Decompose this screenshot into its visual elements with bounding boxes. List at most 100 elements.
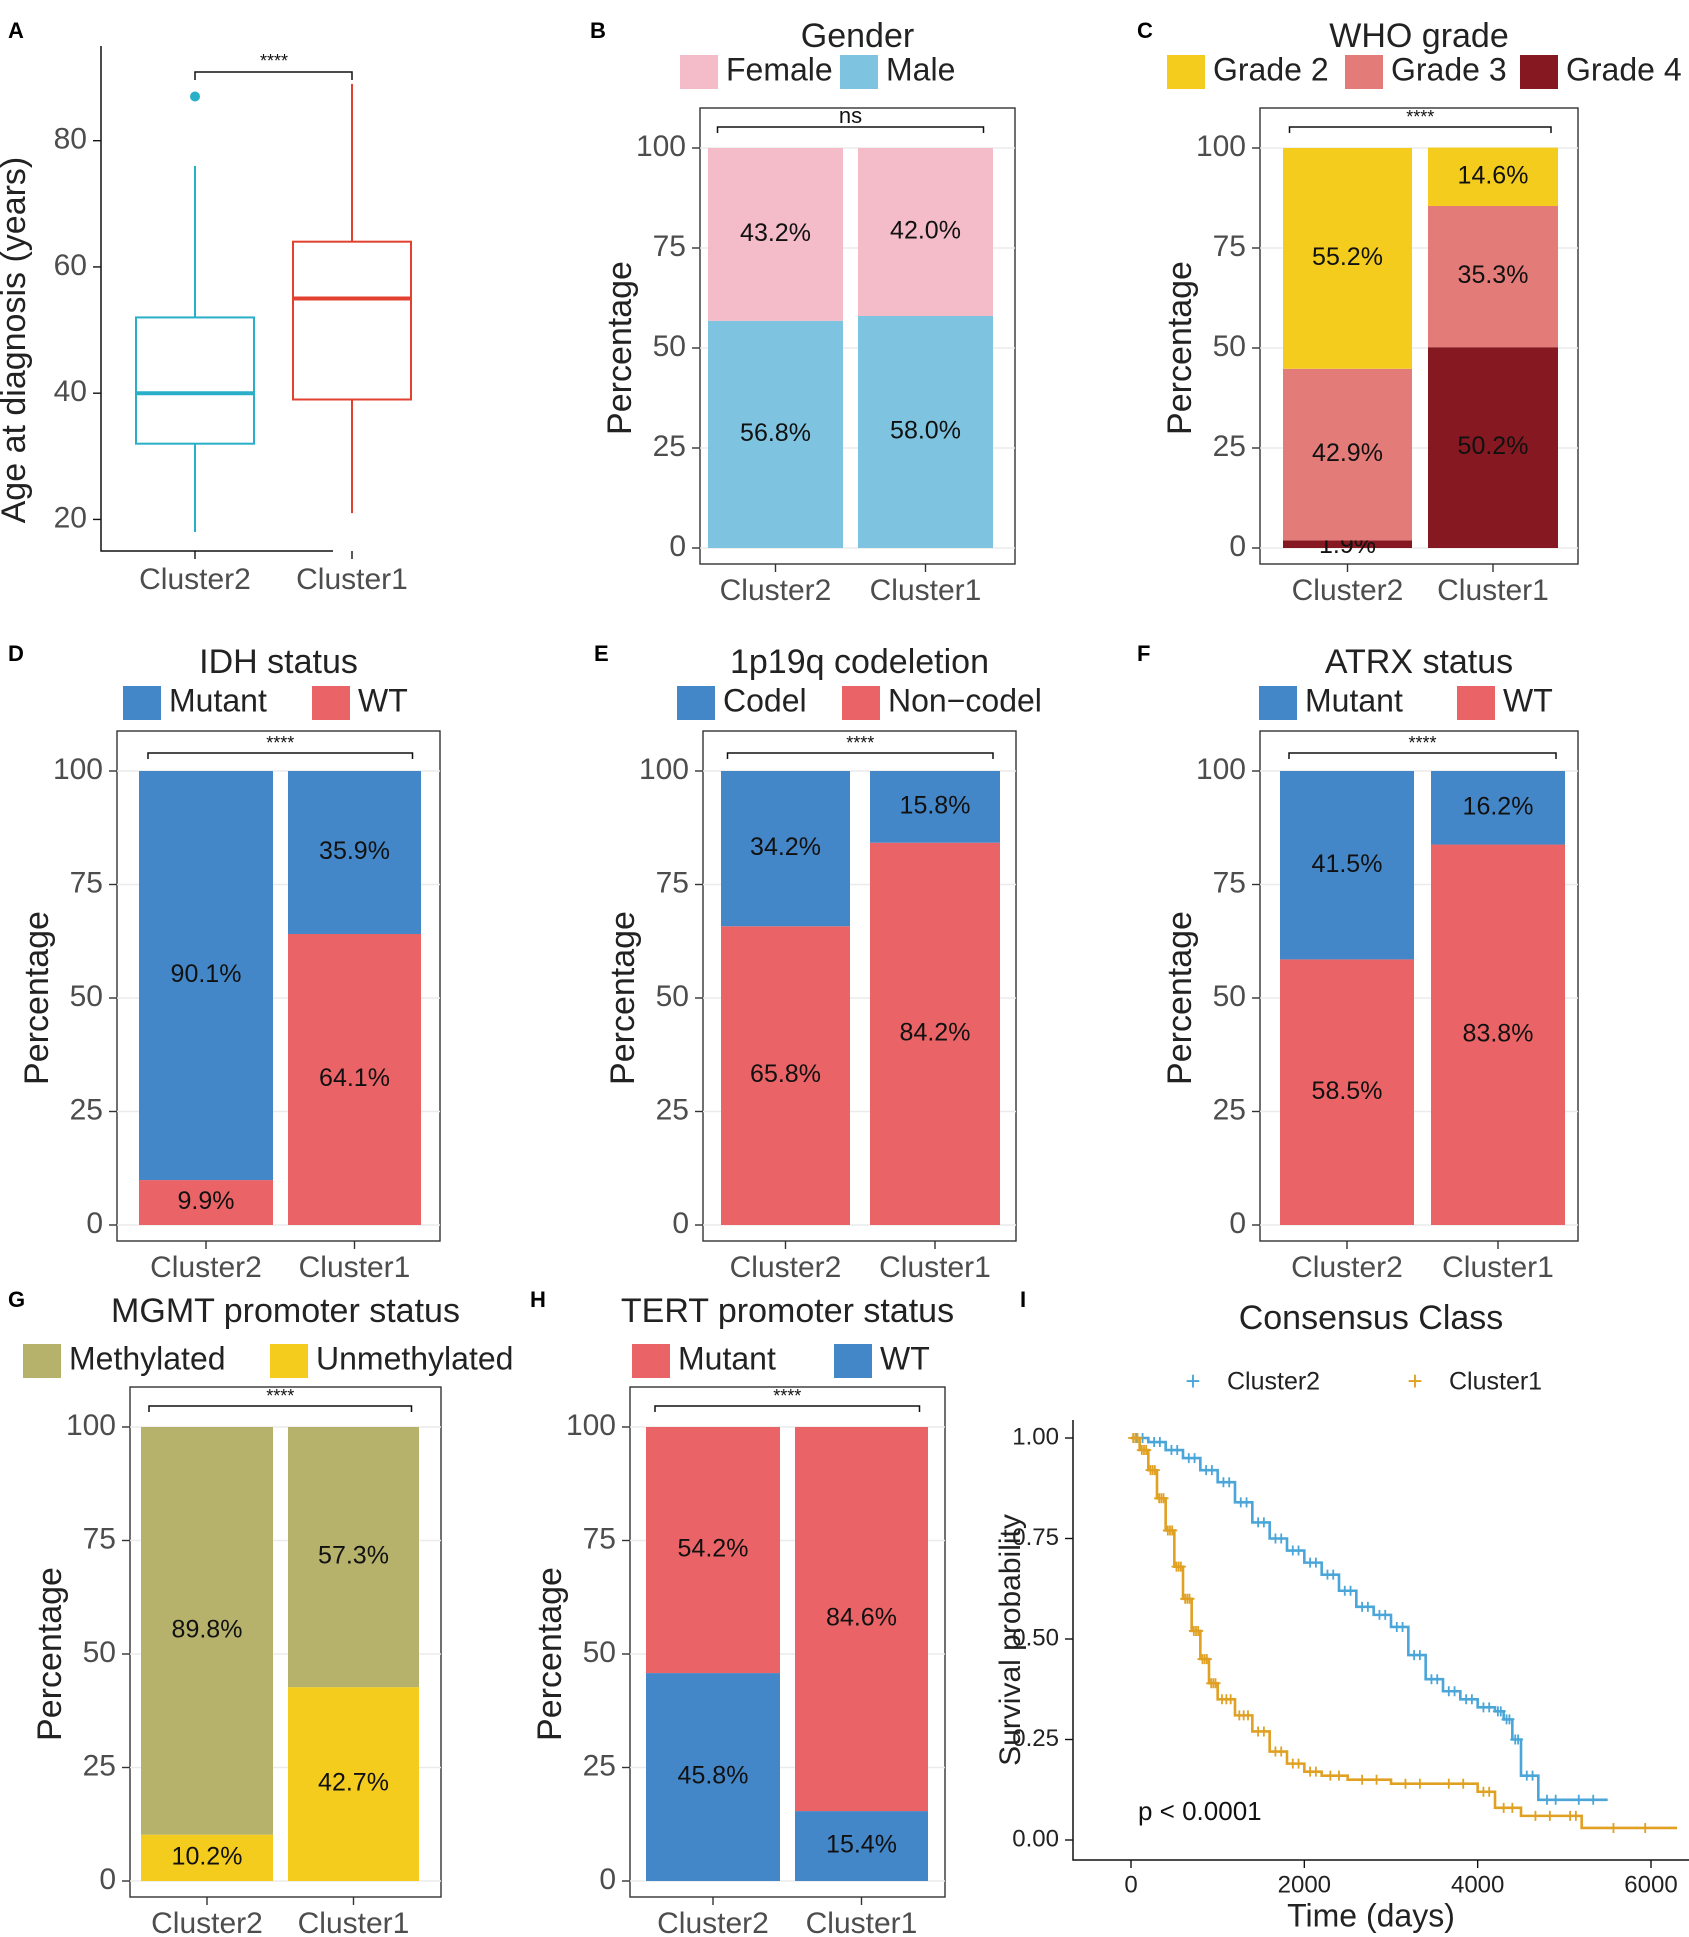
data-label: 16.2% [1463,792,1534,820]
x-tick-label: 2000 [1278,1871,1331,1898]
censor-mark [1224,1477,1235,1488]
y-tick-label: 25 [1213,430,1246,463]
legend-label: Female [726,51,833,87]
y-tick-label: 50 [656,980,689,1013]
chart-title: Consensus Class [1239,1299,1504,1337]
legend-label: Mutant [169,682,267,718]
chart-title: 1p19q codeletion [730,643,989,681]
bar-segment-cluster2-unmethylated [141,1834,273,1881]
significance-bracket [194,71,353,80]
box-iqr [135,316,255,445]
y-tick-label: 25 [583,1749,616,1782]
censor-mark [1544,1810,1555,1821]
censor-mark [1293,1758,1304,1769]
censor-mark [1132,1433,1143,1443]
significance-label: **** [1408,733,1436,753]
bar-segment-cluster2-grade-4 [1283,540,1412,548]
censor-mark [1397,1621,1408,1632]
chart-title: MGMT promoter status [111,1292,460,1330]
data-label: 50.2% [1458,432,1529,460]
data-label: 35.9% [319,837,390,865]
y-tick-label: 0.25 [1012,1725,1059,1752]
censor-mark [1484,1786,1495,1797]
censor-mark [1310,1557,1321,1568]
axes [1072,1420,1689,1861]
data-label: 54.2% [678,1535,749,1563]
censor-mark [1527,1770,1538,1781]
data-label: 65.8% [750,1060,821,1088]
bar-segment-cluster1-mutant [1431,771,1565,845]
censor-mark [1449,1686,1460,1697]
y-axis-label: Percentage [1161,261,1199,435]
outlier-point [190,91,200,102]
legend-swatch-mutant [632,1344,670,1378]
panel-i: Consensus Class + Cluster2 + Cluster1 0.00 0.2… [994,1299,1689,1933]
km-curve-cluster1 [1128,1433,1677,1833]
legend-swatch-mutant [1259,686,1297,720]
bar-segment-cluster1-grade-2 [1428,147,1558,206]
y-tick-label: 50 [1213,980,1246,1013]
censor-mark [1167,1525,1178,1536]
y-tick-label: 100 [1196,130,1246,163]
legend-label: WT [358,682,408,718]
legend-label: Non−codel [888,682,1042,718]
censor-mark [1293,1545,1304,1556]
y-tick-label: 0 [599,1863,616,1896]
y-tick-label: 0 [1229,530,1246,563]
data-label: 42.0% [890,217,961,245]
x-tick-label: 4000 [1451,1871,1504,1898]
y-tick-label: 50 [653,330,686,363]
x-tick-label: Cluster2 [1292,574,1404,607]
y-tick-label: 100 [566,1409,616,1442]
bar-segment-cluster2-female [708,148,843,321]
bar-segment-cluster1-grade-4 [1428,347,1558,548]
bar-segment-cluster1-female [858,148,993,316]
data-label: 89.8% [172,1615,243,1643]
x-tick-label: Cluster1 [870,574,982,607]
censor-mark [1158,1493,1169,1504]
censor-mark [1570,1810,1581,1821]
bar-segment-cluster2-grade-3 [1283,368,1412,541]
censor-mark [1458,1778,1469,1789]
censor-mark [1328,1569,1339,1580]
panel-g: MGMT promoter status Methylated Unmethylat… [23,1292,513,1937]
significance-bracket [148,1405,413,1412]
data-label: 45.8% [678,1762,749,1790]
legend-label: Mutant [1305,682,1403,718]
y-axis-label: Survival probability [994,1514,1027,1766]
y-tick-label: 1.00 [1012,1423,1059,1450]
panel-a: 20 40 60 80 Age at diagnosis (years) Cluster2… [0,46,412,596]
bar-segment-cluster2-codel [721,771,850,927]
censor-mark [1193,1625,1204,1636]
legend-symbol: + [1185,1366,1200,1396]
chart-title: WHO grade [1329,17,1509,55]
y-tick-label: 25 [70,1093,103,1126]
bar-segment-cluster1-codel [870,771,1000,843]
censor-mark [1243,1710,1253,1721]
legend-label: Grade 2 [1213,51,1329,87]
significance-label: **** [773,1386,801,1406]
significance-bracket [1288,126,1552,133]
bar-segment-cluster1-methylated [288,1427,419,1688]
bar-segment-cluster2-mutant [139,771,273,1181]
censor-mark [1507,1802,1518,1813]
chart-title: ATRX status [1325,643,1513,681]
bar-segment-cluster1-wt [795,1811,928,1881]
y-tick-label: 75 [653,230,686,263]
x-tick-label: Cluster2 [139,563,251,596]
box-cluster1 [292,83,412,514]
censor-mark [1201,1654,1212,1665]
censor-mark [1443,1778,1454,1789]
axes [100,46,333,552]
x-tick-label: Cluster1 [1442,1251,1554,1284]
data-label: 84.2% [900,1018,971,1046]
censor-mark [1149,1465,1160,1476]
y-tick-label: 100 [66,1409,116,1442]
y-tick-label: 25 [83,1749,116,1782]
y-tick-label: 20 [54,501,87,534]
bar-segment-cluster2-wt [139,1180,273,1225]
censor-mark [1484,1702,1495,1713]
y-tick-label: 0 [672,1207,689,1240]
significance-bracket [716,126,985,133]
